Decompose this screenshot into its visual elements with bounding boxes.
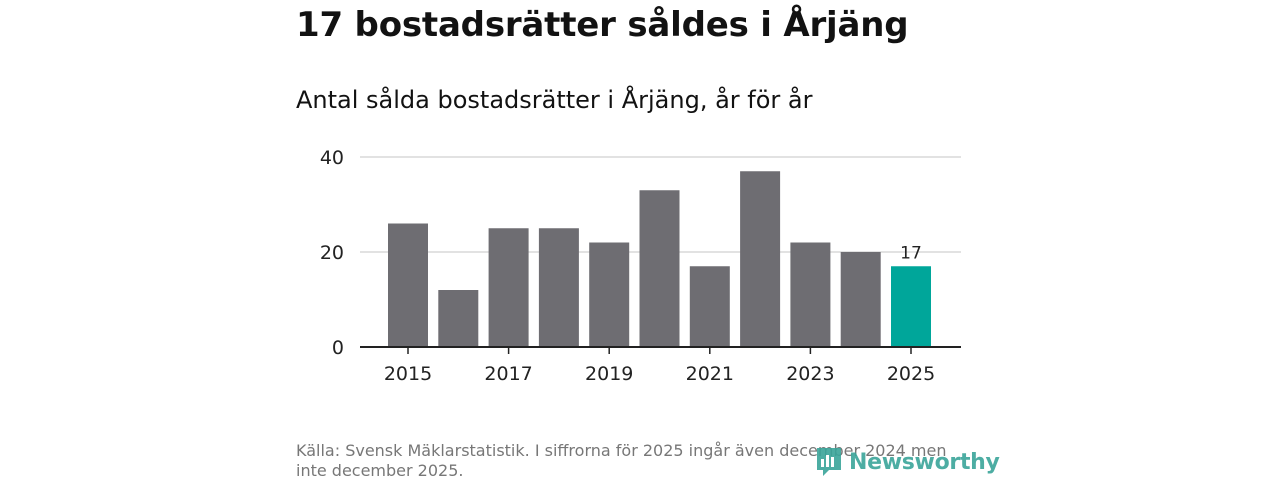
bars (388, 171, 931, 347)
bar-2024 (840, 252, 881, 347)
bar-2016 (438, 290, 479, 347)
y-tick-label: 20 (320, 242, 344, 264)
bar-2015 (388, 223, 428, 347)
axes (360, 346, 961, 354)
y-tick-label: 40 (320, 147, 344, 169)
bar-2017 (488, 228, 529, 347)
bar-2020 (639, 190, 680, 347)
x-tick-label: 2023 (786, 363, 834, 385)
labels: 0 20 40 2015 2017 2019 2021 2023 2025 17 (320, 147, 935, 385)
bar-2025 (891, 266, 931, 347)
logo-text: Newsworthy (849, 449, 1000, 475)
y-tick-label: 0 (332, 337, 344, 359)
x-tick-label: 2017 (484, 363, 532, 385)
chart-title: 17 bostadsrätter såldes i Årjäng (296, 5, 909, 45)
bar-2022 (740, 171, 781, 347)
bar-2023 (790, 242, 831, 347)
source-note: Källa: Svensk Mäklarstatistik. I siffror… (296, 441, 947, 480)
x-tick-label: 2025 (887, 363, 935, 385)
bar-chart: 0 20 40 2015 2017 2019 2021 2023 2025 17 (320, 147, 961, 385)
x-tick-label: 2015 (384, 363, 432, 385)
newsworthy-logo: Newsworthy (815, 445, 1000, 479)
bar-2018 (538, 228, 579, 347)
bar-2021 (689, 266, 730, 347)
x-tick-label: 2021 (686, 363, 734, 385)
logo-chart-icon (817, 448, 841, 476)
bar-2019 (589, 242, 630, 347)
highlight-value-label: 17 (900, 243, 922, 263)
chart-subtitle: Antal sålda bostadsrätter i Årjäng, år f… (296, 86, 813, 114)
x-tick-label: 2019 (585, 363, 633, 385)
